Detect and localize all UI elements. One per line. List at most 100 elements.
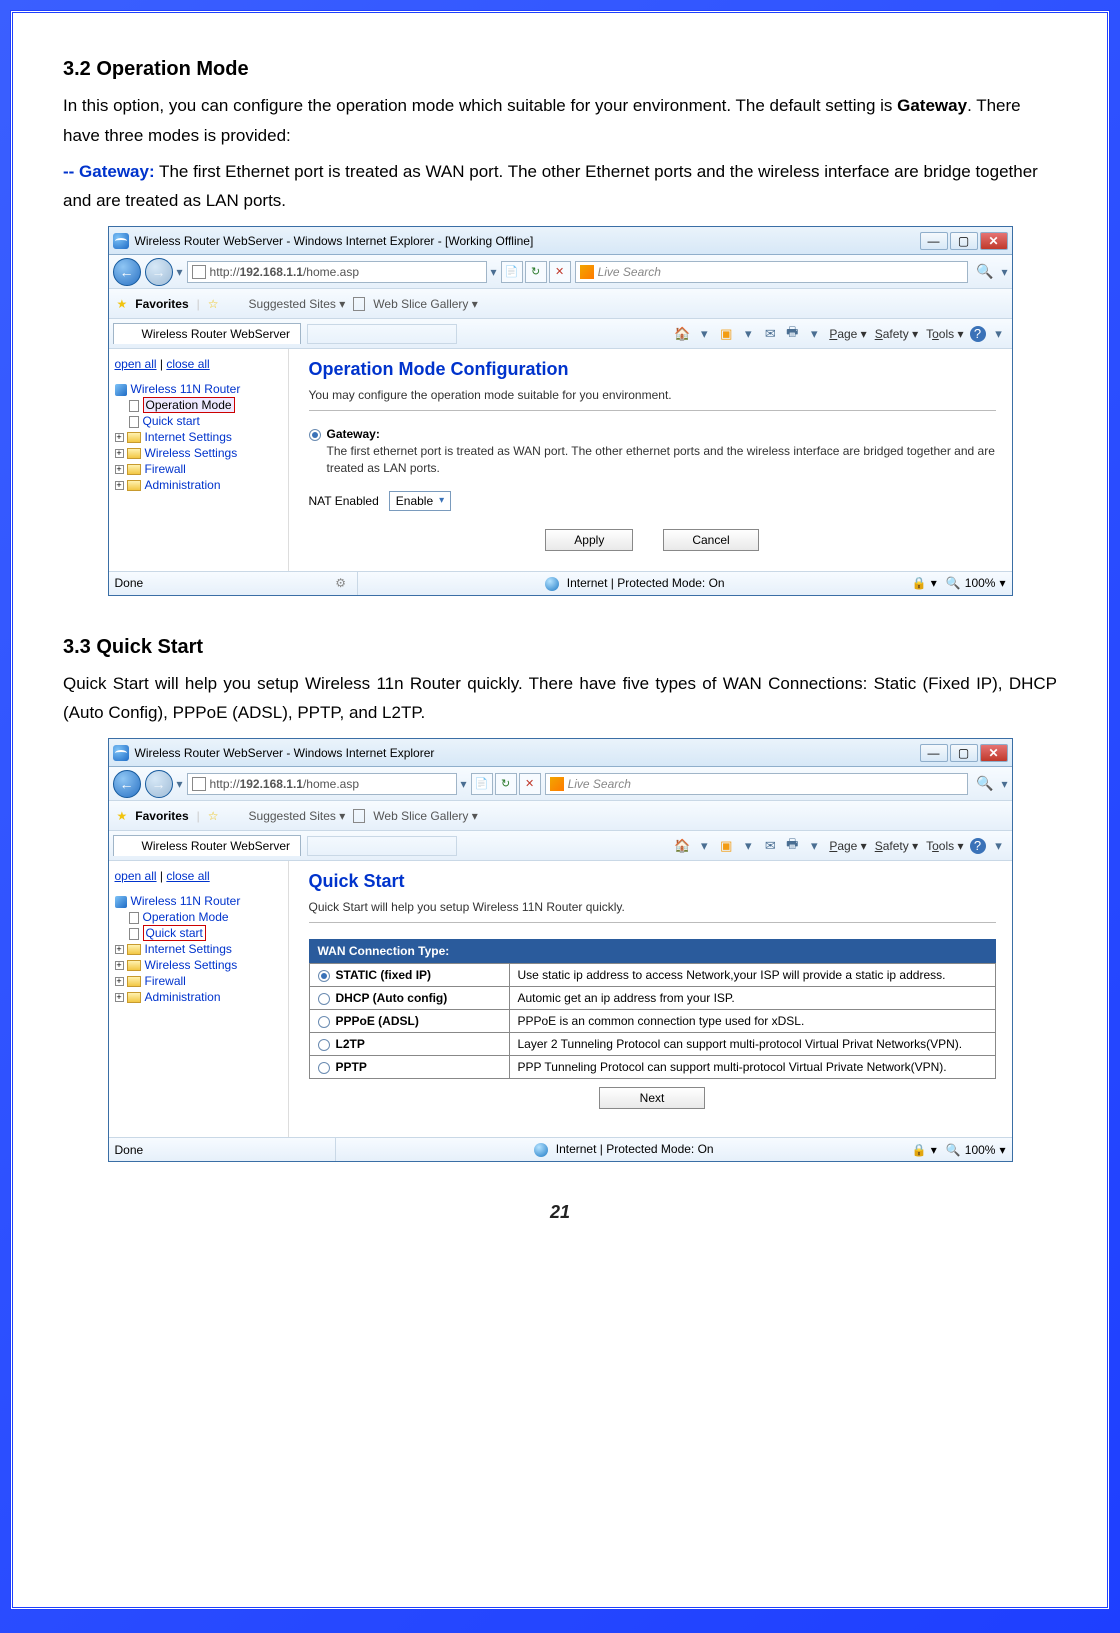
wan-option-l2tp[interactable]: L2TP (318, 1037, 501, 1051)
chevron-down-icon[interactable]: ▾ (461, 777, 467, 791)
print-icon[interactable]: 🖶 (783, 837, 801, 855)
plus-icon[interactable]: + (115, 433, 124, 442)
print-icon[interactable]: 🖶 (783, 325, 801, 343)
tree-item[interactable]: +Internet Settings (115, 941, 282, 957)
mail-icon[interactable]: ✉ (761, 837, 779, 855)
chevron-down-icon[interactable]: ▾ (739, 325, 757, 343)
refresh-button[interactable]: ↻ (525, 261, 547, 283)
chevron-down-icon[interactable]: ▾ (931, 576, 937, 590)
back-button[interactable]: ← (113, 258, 141, 286)
tree-root[interactable]: Wireless 11N Router (115, 381, 282, 397)
plus-icon[interactable]: + (115, 993, 124, 1002)
chevron-down-icon[interactable]: ▾ (805, 837, 823, 855)
maximize-button[interactable]: ▢ (950, 232, 978, 250)
tree-item[interactable]: +Wireless Settings (115, 957, 282, 973)
address-bar[interactable]: http://192.168.1.1/home.asp (187, 261, 487, 283)
nat-select[interactable]: Enable ▾ (389, 491, 451, 511)
tree-item[interactable]: +Firewall (115, 461, 282, 477)
minimize-button[interactable]: — (920, 744, 948, 762)
tree-item[interactable]: +Administration (115, 477, 282, 493)
chevron-down-icon[interactable]: ▾ (177, 777, 183, 791)
plus-icon[interactable]: + (115, 977, 124, 986)
apply-button[interactable]: Apply (545, 529, 633, 551)
tree-item[interactable]: Quick start (115, 413, 282, 429)
minimize-button[interactable]: — (920, 232, 948, 250)
close-all-link[interactable]: close all (166, 357, 209, 371)
menu-safety[interactable]: Safety ▾ (873, 839, 920, 853)
favorites-label[interactable]: Favorites (135, 809, 188, 823)
compat-button[interactable]: 📄 (501, 261, 523, 283)
wan-option-dhcp[interactable]: DHCP (Auto config) (318, 991, 501, 1005)
star-icon[interactable]: ★ (117, 297, 128, 311)
search-icon[interactable]: 🔍 (972, 263, 997, 280)
tree-item[interactable]: Quick start (115, 925, 282, 941)
help-icon[interactable]: ? (970, 838, 986, 854)
star-icon[interactable]: ★ (117, 809, 128, 823)
close-button[interactable]: ✕ (980, 744, 1008, 762)
search-box[interactable]: Live Search (575, 261, 968, 283)
stop-button[interactable]: ✕ (549, 261, 571, 283)
close-all-link[interactable]: close all (166, 869, 209, 883)
address-bar[interactable]: http://192.168.1.1/home.asp (187, 773, 457, 795)
new-tab[interactable] (307, 324, 457, 344)
stop-button[interactable]: ✕ (519, 773, 541, 795)
forward-button[interactable]: → (145, 770, 173, 798)
new-tab[interactable] (307, 836, 457, 856)
feeds-icon[interactable]: ▣ (717, 837, 735, 855)
chevron-down-icon[interactable]: ▾ (695, 837, 713, 855)
next-button[interactable]: Next (599, 1087, 706, 1109)
plus-icon[interactable]: + (115, 945, 124, 954)
chevron-down-icon[interactable]: ▾ (999, 576, 1005, 590)
chevron-down-icon[interactable]: ▾ (805, 325, 823, 343)
menu-tools[interactable]: Tools ▾ (924, 327, 965, 341)
chevron-down-icon[interactable]: ▾ (999, 1143, 1005, 1157)
compat-button[interactable]: 📄 (471, 773, 493, 795)
chevron-down-icon[interactable]: ▾ (990, 837, 1008, 855)
tree-item[interactable]: Operation Mode (115, 909, 282, 925)
zoom-controls[interactable]: 🔒▾ 🔍 100% ▾ (912, 1143, 1006, 1157)
web-slice[interactable]: Web Slice Gallery ▾ (373, 297, 478, 311)
plus-icon[interactable]: + (115, 481, 124, 490)
home-icon[interactable]: 🏠 (673, 837, 691, 855)
open-all-link[interactable]: open all (115, 357, 157, 371)
tab-active[interactable]: Wireless Router WebServer (113, 835, 302, 856)
cancel-button[interactable]: Cancel (663, 529, 758, 551)
plus-icon[interactable]: + (115, 465, 124, 474)
back-button[interactable]: ← (113, 770, 141, 798)
home-icon[interactable]: 🏠 (673, 325, 691, 343)
menu-tools[interactable]: Tools ▾ (924, 839, 965, 853)
tree-item[interactable]: +Firewall (115, 973, 282, 989)
feeds-icon[interactable]: ▣ (717, 325, 735, 343)
chevron-down-icon[interactable]: ▾ (695, 325, 713, 343)
chevron-down-icon[interactable]: ▾ (990, 325, 1008, 343)
chevron-down-icon[interactable]: ▾ (177, 265, 183, 279)
menu-safety[interactable]: Safety ▾ (873, 327, 920, 341)
menu-page[interactable]: Page ▾ (827, 327, 868, 341)
tree-item[interactable]: +Internet Settings (115, 429, 282, 445)
wan-option-pppoe[interactable]: PPPoE (ADSL) (318, 1014, 501, 1028)
web-slice[interactable]: Web Slice Gallery ▾ (373, 809, 478, 823)
gateway-radio[interactable]: Gateway: (309, 427, 996, 441)
favorites-label[interactable]: Favorites (135, 297, 188, 311)
refresh-button[interactable]: ↻ (495, 773, 517, 795)
menu-page[interactable]: Page ▾ (827, 839, 868, 853)
wan-option-static[interactable]: STATIC (fixed IP) (318, 968, 501, 982)
mail-icon[interactable]: ✉ (761, 325, 779, 343)
tree-item[interactable]: +Administration (115, 989, 282, 1005)
wan-option-pptp[interactable]: PPTP (318, 1060, 501, 1074)
chevron-down-icon[interactable]: ▾ (739, 837, 757, 855)
forward-button[interactable]: → (145, 258, 173, 286)
search-box[interactable]: Live Search (545, 773, 968, 795)
plus-icon[interactable]: + (115, 961, 124, 970)
chevron-down-icon[interactable]: ▾ (931, 1143, 937, 1157)
plus-icon[interactable]: + (115, 449, 124, 458)
suggested-sites[interactable]: Suggested Sites ▾ (249, 297, 346, 311)
tree-item[interactable]: Operation Mode (115, 397, 282, 413)
chevron-down-icon[interactable]: ▾ (491, 265, 497, 279)
chevron-down-icon[interactable]: ▾ (1001, 265, 1007, 279)
help-icon[interactable]: ? (970, 326, 986, 342)
tree-item[interactable]: +Wireless Settings (115, 445, 282, 461)
suggested-sites[interactable]: Suggested Sites ▾ (249, 809, 346, 823)
zoom-controls[interactable]: 🔒▾ 🔍 100% ▾ (912, 576, 1006, 590)
maximize-button[interactable]: ▢ (950, 744, 978, 762)
